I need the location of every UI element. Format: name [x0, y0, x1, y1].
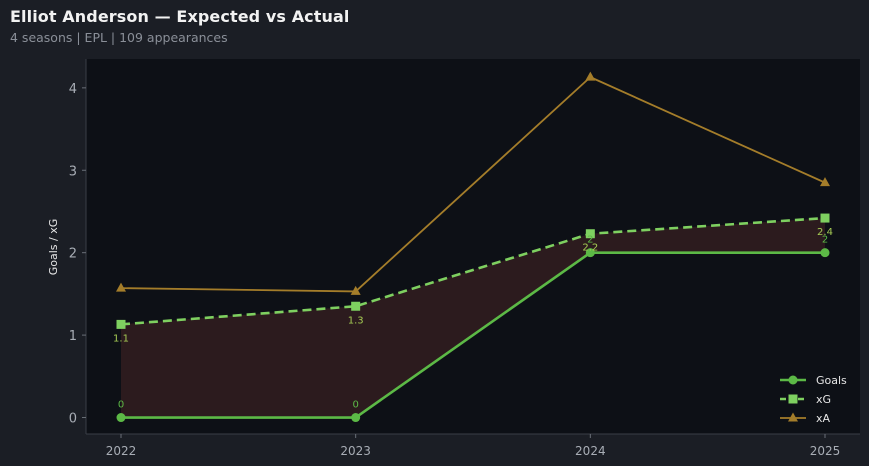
xg-point — [820, 213, 830, 223]
data-labels: 0 0 2 2 1.1 1.3 2.2 2.4 — [113, 227, 833, 410]
axis-ticks: 0 1 2 3 4 2022 2023 2024 2025 — [69, 82, 841, 458]
series-goals — [116, 248, 830, 423]
goals-point — [585, 248, 595, 258]
goals-point — [820, 248, 830, 258]
xg-point — [585, 229, 595, 239]
series-xg — [116, 213, 830, 329]
xa-point — [350, 285, 361, 295]
legend-item-xa: xA — [780, 412, 831, 425]
xg-data-label: 1.3 — [348, 315, 364, 326]
series-xa — [116, 71, 830, 295]
legend-marker-xg — [788, 394, 798, 404]
legend-item-goals: Goals — [780, 374, 847, 387]
goals-point — [351, 413, 361, 423]
goals-line — [121, 251, 825, 419]
xa-point — [585, 71, 596, 81]
chart-title: Elliot Anderson — Expected vs Actual — [10, 7, 350, 26]
legend-label-goals: Goals — [816, 374, 847, 387]
y-tick-label: 0 — [69, 412, 77, 427]
x-tick-label: 2025 — [810, 444, 841, 458]
y-tick-label: 3 — [69, 164, 77, 179]
legend-item-xg: xG — [780, 393, 831, 406]
goals-data-label: 2 — [822, 235, 828, 246]
xa-point — [820, 177, 830, 187]
legend-marker-xa — [788, 412, 798, 422]
xg-point — [116, 319, 126, 329]
fill-area — [121, 218, 825, 418]
goals-data-label: 0 — [118, 400, 124, 411]
goals-xg-gap-fill — [121, 218, 825, 418]
xg-data-label: 2.2 — [582, 243, 598, 254]
xg-data-label: 2.4 — [817, 227, 833, 238]
xg-data-label: 1.1 — [113, 333, 129, 344]
y-tick-label: 2 — [69, 247, 77, 262]
legend-label-xg: xG — [816, 393, 831, 406]
y-axis-label: Goals / xG — [47, 219, 60, 276]
xa-point — [116, 282, 126, 292]
xg-point — [351, 301, 361, 311]
goals-data-label: 0 — [352, 400, 358, 411]
x-tick-label: 2023 — [340, 444, 371, 458]
xg-line — [120, 216, 826, 326]
goals-point — [116, 413, 126, 423]
series-lines — [116, 71, 830, 423]
x-tick-label: 2022 — [106, 444, 137, 458]
goals-data-label: 2 — [587, 235, 593, 246]
legend-label-xa: xA — [816, 412, 831, 425]
legend-marker-goals — [788, 375, 798, 385]
xa-line — [120, 76, 826, 293]
y-tick-label: 4 — [69, 82, 77, 97]
chart-subtitle: 4 seasons | EPL | 109 appearances — [10, 30, 228, 45]
y-tick-label: 1 — [69, 329, 77, 344]
chart-header: Elliot Anderson — Expected vs Actual 4 s… — [10, 6, 349, 47]
legend: Goals xG xA — [780, 374, 847, 425]
x-tick-label: 2024 — [575, 444, 606, 458]
